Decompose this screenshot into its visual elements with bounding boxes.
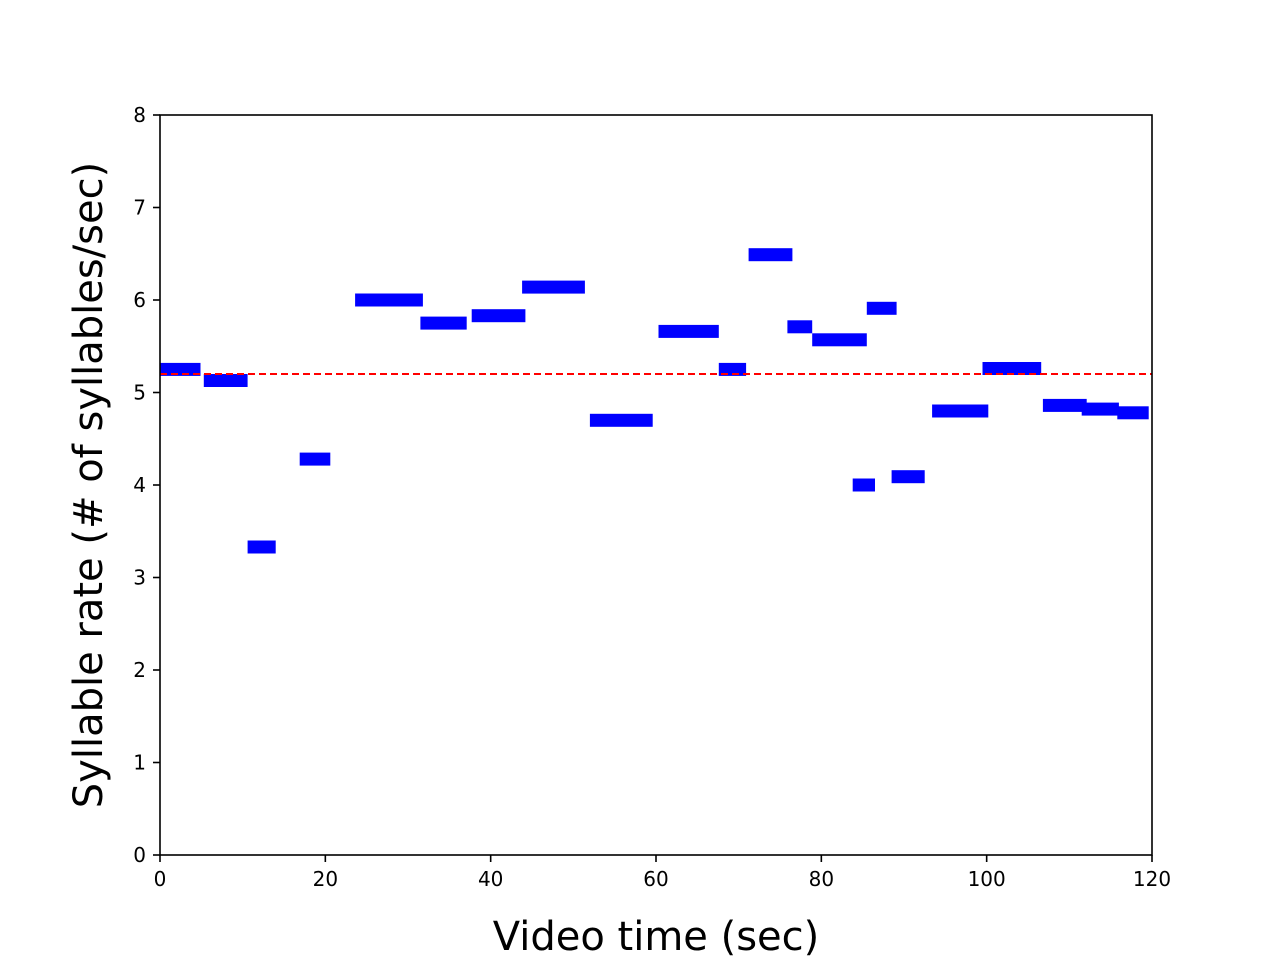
y-tick-label: 8: [133, 103, 146, 127]
x-tick-label: 120: [1133, 867, 1171, 891]
rate-segment-13: [787, 320, 813, 334]
y-tick-label: 0: [133, 843, 146, 867]
x-axis-ticks: 0 20 40 60 80 100 120: [154, 855, 1171, 891]
x-tick-label: 40: [478, 867, 503, 891]
rate-segment-20: [1042, 398, 1087, 412]
y-axis-ticks: 0 1 2 3 4 5 6 7 8: [133, 103, 160, 867]
rate-segment-18: [932, 404, 989, 418]
rate-segment-2: [203, 374, 248, 387]
y-tick-label: 5: [133, 381, 146, 405]
x-tick-label: 100: [968, 867, 1006, 891]
rate-segment-21: [1081, 402, 1119, 416]
y-tick-label: 4: [133, 473, 146, 497]
y-tick-label: 1: [133, 751, 146, 775]
rate-segment-3: [247, 540, 276, 554]
data-marks: [160, 248, 1149, 554]
rate-segment-5: [355, 293, 423, 307]
x-tick-label: 60: [643, 867, 668, 891]
rate-segment-1: [160, 362, 201, 376]
rate-segment-22: [1117, 406, 1149, 420]
y-axis-label: Syllable rate (# of syllables/sec): [66, 162, 112, 808]
x-tick-label: 20: [313, 867, 338, 891]
y-tick-label: 2: [133, 658, 146, 682]
rate-segment-10: [658, 324, 719, 338]
rate-segment-12: [748, 248, 793, 262]
rate-segment-16: [866, 301, 897, 315]
rate-segment-9: [589, 413, 653, 427]
rate-segment-15: [852, 478, 875, 492]
y-tick-label: 3: [133, 566, 146, 590]
rate-segment-7: [471, 309, 526, 323]
rate-segment-6: [420, 316, 467, 330]
rate-segment-11: [718, 362, 747, 376]
x-axis-label: Video time (sec): [493, 914, 820, 960]
rate-segment-4: [299, 452, 331, 466]
y-tick-label: 6: [133, 288, 146, 312]
rate-segment-19: [982, 362, 1042, 375]
rate-segment-8: [522, 280, 585, 294]
x-tick-label: 80: [809, 867, 834, 891]
x-tick-label: 0: [154, 867, 167, 891]
rate-segment-17: [891, 470, 925, 484]
rate-segment-14: [812, 333, 867, 347]
y-tick-label: 7: [133, 196, 146, 220]
